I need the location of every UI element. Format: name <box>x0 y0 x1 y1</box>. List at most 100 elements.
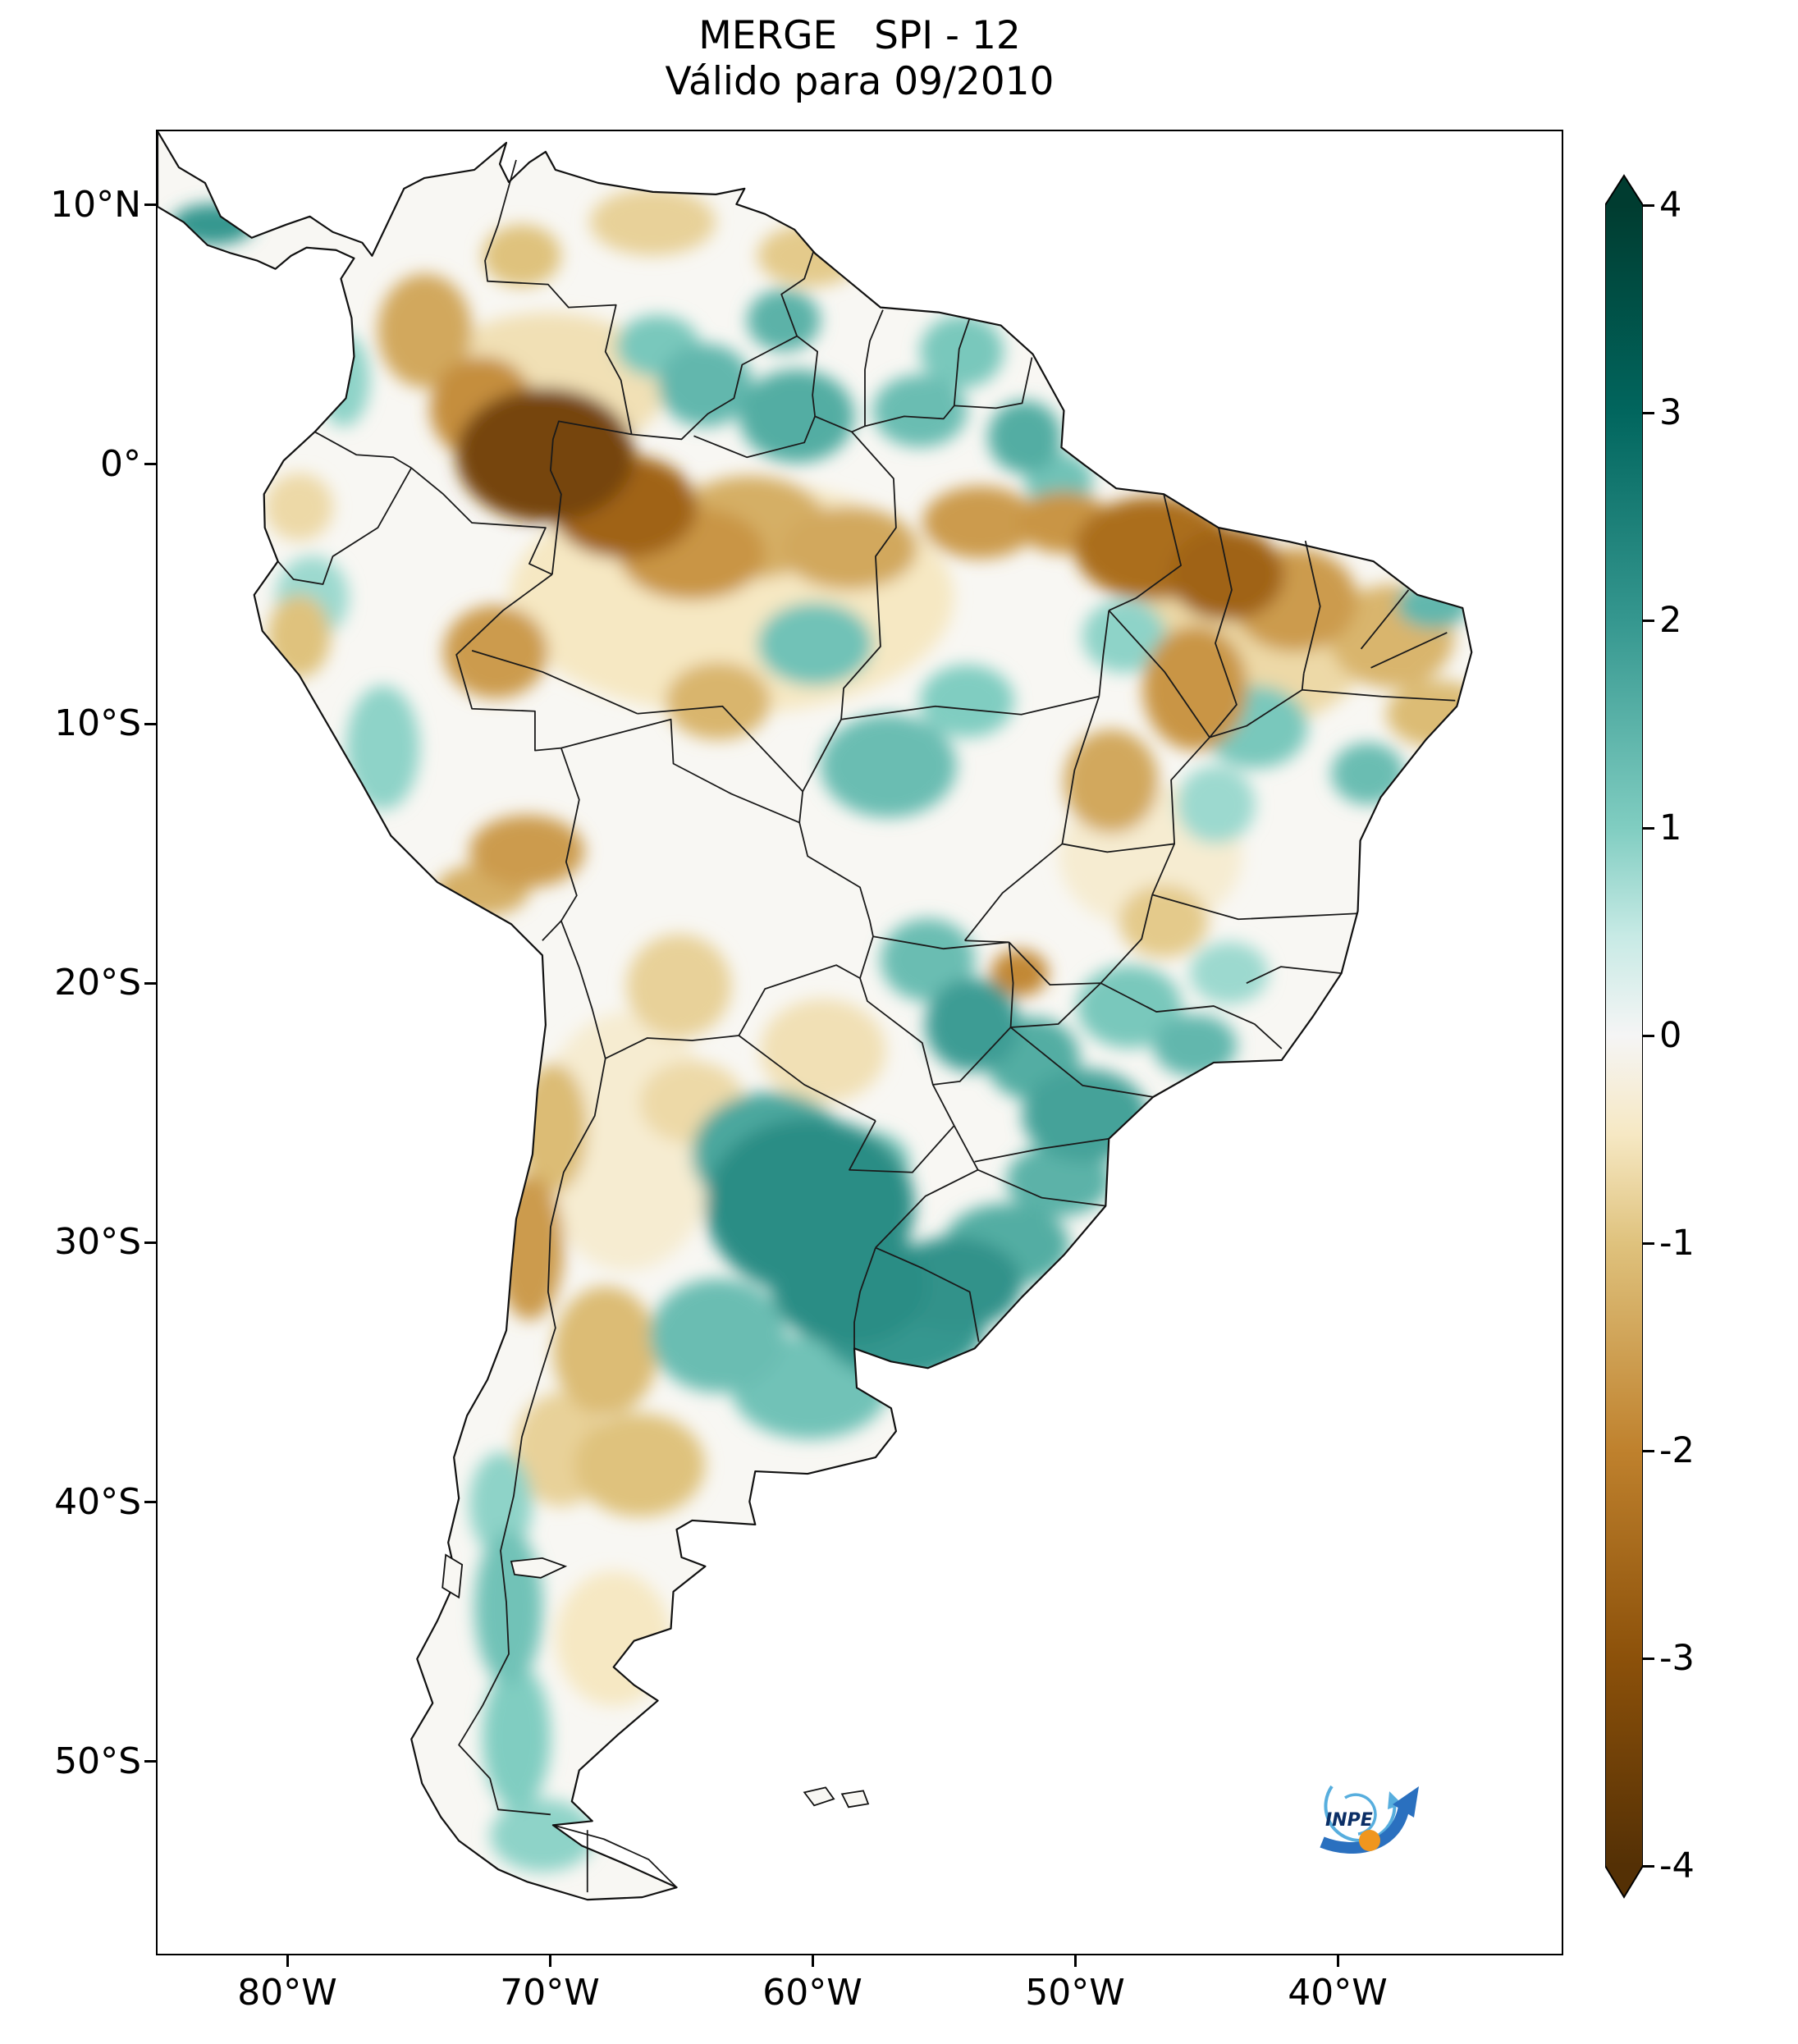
y-axis-tick-mark <box>144 1501 156 1504</box>
spi-anomaly-blob <box>495 1175 564 1320</box>
logo-swirl-arc-outer <box>1324 1785 1397 1843</box>
spi-anomaly-blob <box>739 369 855 463</box>
spi-anomaly-blob <box>757 602 873 686</box>
spi-anomaly-blob <box>482 1664 551 1810</box>
spi-anomaly-blob <box>1189 942 1269 1004</box>
spi-anomaly-blob <box>264 473 333 541</box>
spi-anomaly-blob <box>553 1286 658 1416</box>
spi-anomaly-field <box>170 188 1472 1873</box>
spi-anomaly-blob <box>556 1571 671 1707</box>
colorbar <box>1605 174 1643 1899</box>
spi-anomaly-blob <box>747 289 821 352</box>
colorbar-tick-mark <box>1643 619 1654 622</box>
spi-anomaly-blob <box>519 1063 588 1194</box>
falkland-east-island <box>840 1790 870 1809</box>
spi-anomaly-blob <box>820 714 957 818</box>
colorbar-tick-label: 4 <box>1659 185 1682 226</box>
colorbar-tick-mark <box>1643 203 1654 207</box>
spi-anomaly-blob <box>482 224 561 287</box>
spi-anomaly-blob <box>1077 965 1183 1049</box>
spi-anomaly-blob <box>1176 766 1256 844</box>
spi-anomaly-blob <box>920 665 1014 738</box>
x-axis-tick-mark <box>1073 1955 1077 1967</box>
colorbar-tick-label: -4 <box>1659 1845 1695 1886</box>
y-axis-tick-label: 40°S <box>54 1480 141 1523</box>
y-axis-tick-mark <box>144 722 156 725</box>
colorbar-tick-label: 2 <box>1659 600 1682 641</box>
colorbar-tick-label: 1 <box>1659 807 1682 848</box>
spi-anomaly-blob <box>1386 680 1472 748</box>
logo-orange-dot <box>1359 1830 1380 1851</box>
spi-anomaly-blob <box>657 343 753 427</box>
inpe-logo-text: INPE <box>1325 1810 1373 1831</box>
y-axis-tick-mark <box>144 1760 156 1763</box>
colorbar-tick-mark <box>1643 1864 1654 1868</box>
spi-anomaly-blob <box>490 1799 596 1873</box>
spi-anomaly-blob <box>650 1278 787 1393</box>
colorbar-tick-label: -1 <box>1659 1223 1695 1264</box>
admin-boundaries <box>277 159 1456 1893</box>
colorbar-tick-mark <box>1643 411 1654 414</box>
spi-anomaly-blob <box>442 605 548 699</box>
y-axis-tick-label: 30°S <box>54 1221 141 1264</box>
colorbar-tick-mark <box>1643 1657 1654 1660</box>
x-axis-tick-label: 80°W <box>237 1972 337 2014</box>
x-axis-tick-label: 50°W <box>1025 1972 1125 2014</box>
colorbar-gradient-bar <box>1605 174 1643 1899</box>
spi-anomaly-blob <box>469 815 585 888</box>
colorbar-tick-mark <box>1643 1449 1654 1452</box>
y-axis-tick-mark <box>144 463 156 466</box>
spi-anomaly-blob <box>780 506 917 590</box>
spi-anomaly-blob <box>1397 582 1471 629</box>
spi-anomaly-blob <box>872 374 968 448</box>
y-axis-tick-label: 10°N <box>50 183 141 226</box>
colorbar-tick-mark <box>1643 1034 1654 1037</box>
x-axis-tick-label: 60°W <box>762 1972 862 2014</box>
x-axis-tick-label: 70°W <box>500 1972 600 2014</box>
land-fill <box>158 131 1472 1900</box>
spi-anomaly-blob <box>760 999 886 1103</box>
spi-anomaly-blob <box>925 978 1020 1072</box>
y-axis-tick-label: 0° <box>100 442 141 485</box>
spi-anomaly-blob <box>345 685 420 811</box>
spi-anomaly-blob <box>1331 742 1405 805</box>
islands <box>441 1553 870 1809</box>
spi-anomaly-blob <box>1153 1014 1238 1077</box>
spi-anomaly-blob <box>666 662 771 740</box>
spi-anomaly-blob <box>626 934 732 1038</box>
figure-subtitle: Válido para 09/2010 <box>665 59 1055 104</box>
spi-anomaly-blob <box>589 188 716 256</box>
colorbar-tick-label: 0 <box>1659 1015 1682 1056</box>
inpe-logo: INPE <box>1320 1785 1419 1854</box>
y-axis-tick-label: 20°S <box>54 962 141 1004</box>
spi-anomaly-blob <box>920 315 1004 388</box>
x-axis-tick-mark <box>1336 1955 1339 1967</box>
spi-anomaly-blob <box>574 1413 706 1517</box>
south-america-coastline <box>158 131 1473 1901</box>
spi-anomaly-blob <box>881 918 976 1002</box>
spi-anomaly-blob <box>1119 885 1209 958</box>
colorbar-tick-label: -3 <box>1659 1638 1695 1679</box>
x-axis-tick-label: 40°W <box>1288 1972 1388 2014</box>
spi-anomaly-blob <box>474 1530 543 1685</box>
spi-anomaly-blob <box>317 333 370 427</box>
spi-anomaly-blob <box>1064 729 1159 834</box>
y-axis-tick-mark <box>144 1241 156 1244</box>
spi-anomaly-blob <box>991 949 1049 997</box>
y-axis-tick-mark <box>144 203 156 207</box>
island-outline <box>441 1553 464 1599</box>
x-axis-tick-mark <box>286 1955 289 1967</box>
spi-anomaly-blob <box>268 594 331 679</box>
y-axis-tick-label: 10°S <box>54 702 141 745</box>
small-island-outline <box>510 1557 568 1579</box>
x-axis-tick-mark <box>811 1955 814 1967</box>
spi-anomaly-blob <box>988 400 1062 473</box>
y-axis-tick-mark <box>144 981 156 985</box>
y-axis-tick-label: 50°S <box>54 1740 141 1782</box>
figure-title: MERGE SPI - 12 <box>698 13 1021 58</box>
spi-anomaly-blob <box>377 273 473 388</box>
colorbar-tick-mark <box>1643 826 1654 830</box>
spi-anomaly-blob <box>455 387 635 523</box>
spi-anomaly-blob <box>771 1221 928 1347</box>
colorbar-tick-label: -2 <box>1659 1430 1695 1471</box>
